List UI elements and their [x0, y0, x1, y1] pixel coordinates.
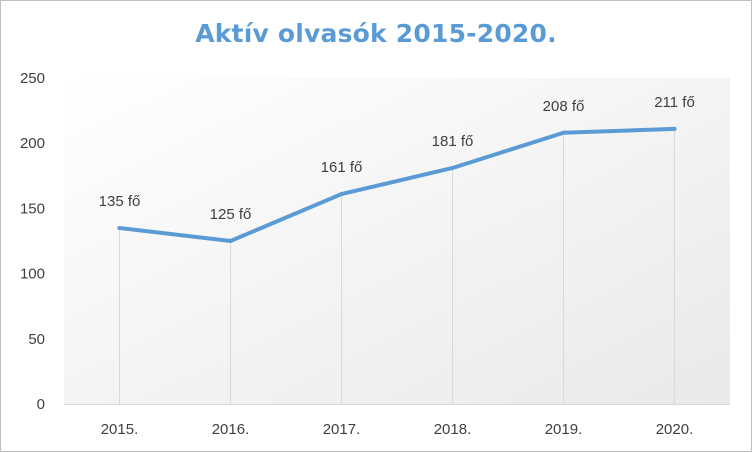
- y-tick-label: 0: [37, 396, 45, 413]
- grid-lines: [119, 128, 675, 404]
- x-tick-label: 2019.: [545, 421, 583, 438]
- y-tick-label: 250: [20, 70, 45, 87]
- series: [117, 126, 677, 243]
- x-tick-label: 2018.: [434, 421, 472, 438]
- chart-title: Aktív olvasók 2015-2020.: [195, 19, 557, 48]
- data-point: [117, 225, 122, 230]
- data-point: [672, 126, 677, 131]
- axes: 0 50 100 150 200 250 2015. 2016. 2017. 2018. 2019.…: [20, 70, 730, 438]
- data-point: [228, 239, 233, 243]
- y-tick-label: 200: [20, 135, 45, 152]
- series-line: [117, 126, 677, 243]
- data-label: 181 fő: [432, 133, 474, 150]
- data-label: 208 fő: [543, 98, 585, 115]
- data-point: [561, 130, 566, 135]
- x-tick-label: 2016.: [212, 421, 250, 438]
- data-point: [450, 165, 455, 170]
- data-label: 135 fő: [99, 193, 141, 210]
- x-tick-label: 2015.: [101, 421, 139, 438]
- data-labels: 135 fő 125 fő 161 fő 181 fő 208 fő 211 fő: [99, 94, 695, 223]
- data-label: 125 fő: [210, 206, 252, 223]
- plot-area: [64, 78, 730, 404]
- y-tick-label: 150: [20, 200, 45, 217]
- data-label: 161 fő: [321, 159, 363, 176]
- x-tick-label: 2020.: [656, 421, 694, 438]
- data-point: [339, 192, 344, 197]
- x-tick-label: 2017.: [323, 421, 361, 438]
- data-label: 211 fő: [654, 94, 695, 111]
- y-tick-label: 50: [28, 331, 45, 348]
- y-tick-label: 100: [20, 266, 45, 283]
